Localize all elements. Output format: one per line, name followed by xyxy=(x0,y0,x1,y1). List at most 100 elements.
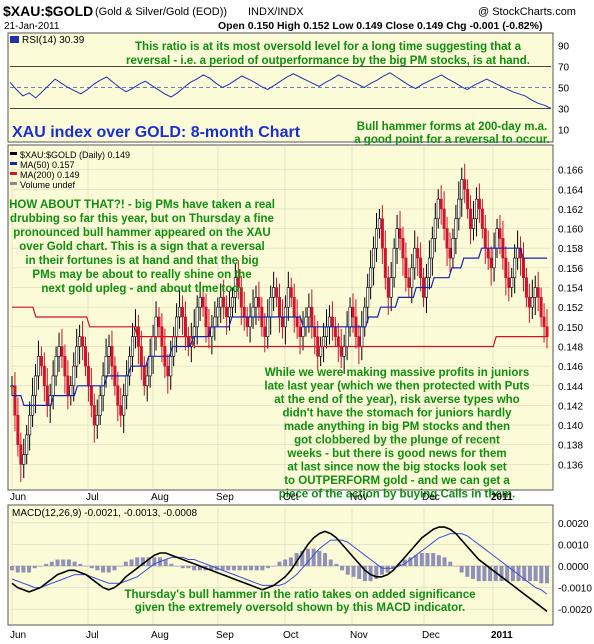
price-candle-body xyxy=(16,414,20,446)
macd-histogram-bar xyxy=(522,566,527,582)
price-candle-body xyxy=(198,297,202,308)
price-legend-entry: MA(200) 0.149 xyxy=(20,170,80,180)
price-candle-body xyxy=(92,405,96,426)
price-tick-label: 0.156 xyxy=(558,264,583,275)
macd-x-label: Oct xyxy=(283,630,299,641)
macd-histogram-bar xyxy=(254,566,259,571)
macd-histogram-bar xyxy=(220,566,225,571)
price-candle-body xyxy=(166,365,170,377)
price-candle-body xyxy=(60,346,64,357)
macd-histogram-bar xyxy=(533,566,538,582)
price-candle-body xyxy=(245,316,249,328)
ma200-line xyxy=(12,306,547,348)
price-candle-body xyxy=(327,316,331,328)
price-candle-body xyxy=(357,336,361,347)
rsi-legend: RSI(14) 30.39 xyxy=(22,35,85,46)
price-candle-body xyxy=(213,316,217,328)
price-x-label: Nov xyxy=(350,492,368,503)
price-candle-body xyxy=(301,326,305,337)
price-candle-body xyxy=(148,355,152,377)
right-annotation-line: weeks - but there is good news for them xyxy=(286,448,506,460)
rsi-tick-label: 30 xyxy=(558,105,570,116)
price-candle-body xyxy=(369,267,373,288)
macd-x-label: Nov xyxy=(350,630,368,641)
macd-histogram-bar xyxy=(408,557,413,566)
macd-histogram-bar xyxy=(66,559,71,566)
price-candle-body xyxy=(63,355,67,377)
price-candle-body xyxy=(95,414,99,426)
price-candle-body xyxy=(280,316,284,328)
price-candle-body xyxy=(427,257,431,279)
macd-histogram-bar xyxy=(368,566,373,582)
price-candle-body xyxy=(389,277,393,298)
price-candle-body xyxy=(272,287,276,298)
price-candle-body xyxy=(242,306,246,318)
price-legend-entry: Volume undef xyxy=(20,180,76,190)
hammer-annotation-line: Bull hammer forms at 200-day m.a. xyxy=(357,121,547,133)
macd-histogram-bar xyxy=(38,566,43,567)
price-candle-body xyxy=(372,247,376,269)
macd-histogram-bar xyxy=(391,566,396,569)
macd-histogram-bar xyxy=(180,566,185,569)
macd-histogram-bar xyxy=(334,563,339,566)
price-legend-swatch xyxy=(10,152,17,155)
macd-histogram-bar xyxy=(425,553,430,566)
price-candle-body xyxy=(230,297,234,308)
price-candle-body xyxy=(489,257,493,269)
price-legend-entry: MA(50) 0.157 xyxy=(20,160,75,170)
rsi-annotation: This ratio is at its most oversold level… xyxy=(126,41,530,67)
date-label: 21-Jan-2011 xyxy=(4,21,60,32)
price-candle-body xyxy=(363,306,367,328)
price-candle-body xyxy=(263,326,267,337)
price-tick-label: 0.148 xyxy=(558,342,583,353)
price-x-label: Jun xyxy=(10,492,26,503)
right-annotation-line: made anything in big PM stocks and then xyxy=(284,421,510,433)
price-candle-body xyxy=(313,326,317,337)
hammer-annotation: Bull hammer forms at 200-day m.a.a good … xyxy=(354,121,550,146)
right-annotation-line: While we were making massive profits in … xyxy=(265,367,530,379)
price-candle-body xyxy=(451,238,455,259)
price-candle-body xyxy=(439,198,443,210)
price-candle-body xyxy=(310,306,314,328)
price-candle-body xyxy=(239,287,243,308)
price-candle-body xyxy=(351,306,355,318)
macd-histogram-bar xyxy=(482,566,487,582)
symbol-title: $XAU:$GOLD xyxy=(3,3,93,19)
left-annotation-line: pronounced bull hammer appeared on the X… xyxy=(13,227,271,239)
price-candle-body xyxy=(269,297,273,318)
price-candle-body xyxy=(466,188,470,210)
price-candle-body xyxy=(251,306,255,318)
macd-histogram-bar xyxy=(32,566,37,569)
right-annotation-line: late last year (which we then protected … xyxy=(264,381,529,393)
macd-histogram-bar xyxy=(431,553,436,566)
macd-histogram-bar xyxy=(266,566,271,569)
price-candle-body xyxy=(81,336,85,347)
price-candle-body xyxy=(254,297,258,308)
price-candle-body xyxy=(139,346,143,367)
macd-histogram-bar xyxy=(488,566,493,582)
macd-histogram-bar xyxy=(101,566,106,573)
price-candle-body xyxy=(228,306,232,318)
price-candle-body xyxy=(175,316,179,337)
macd-histogram-bar xyxy=(499,566,504,582)
price-candle-body xyxy=(395,228,399,249)
macd-histogram-bar xyxy=(112,566,117,571)
price-candle-body xyxy=(69,385,73,396)
rsi-line xyxy=(9,72,552,109)
macd-histogram-bar xyxy=(351,566,356,577)
macd-histogram-bar xyxy=(414,555,419,566)
price-candle-body xyxy=(510,277,514,288)
right-annotation-line: got clobbered by the plunge of recent xyxy=(294,435,500,447)
macd-histogram-bar xyxy=(49,561,54,566)
rsi-tick-label: 10 xyxy=(558,126,570,137)
price-tick-label: 0.160 xyxy=(558,225,583,236)
price-tick-label: 0.154 xyxy=(558,284,583,295)
macd-histogram-bar xyxy=(545,566,549,584)
price-candle-body xyxy=(45,385,49,406)
rsi-tick-label: 70 xyxy=(558,63,570,74)
price-candle-body xyxy=(257,297,261,308)
price-x-label: Aug xyxy=(151,492,169,503)
price-candle-body xyxy=(419,257,423,279)
ma50-line xyxy=(12,247,547,406)
